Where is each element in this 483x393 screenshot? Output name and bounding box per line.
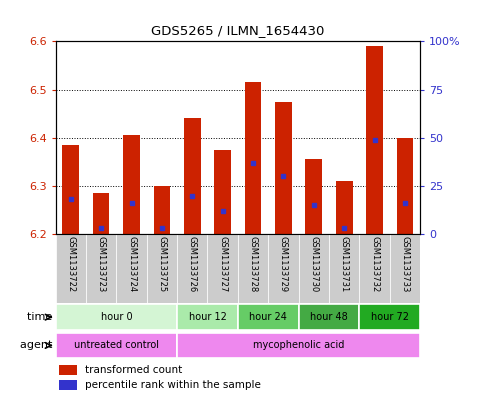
Text: hour 0: hour 0: [100, 312, 132, 322]
Bar: [93, 193, 110, 234]
Text: percentile rank within the sample: percentile rank within the sample: [85, 380, 261, 389]
Text: untreated control: untreated control: [74, 340, 159, 351]
Bar: [329, 234, 359, 303]
Bar: [214, 150, 231, 234]
Text: hour 24: hour 24: [249, 312, 287, 322]
Text: time: time: [27, 312, 56, 322]
Bar: [390, 234, 420, 303]
Bar: [177, 333, 420, 358]
Text: GSM1133727: GSM1133727: [218, 236, 227, 292]
Bar: [56, 333, 177, 358]
Bar: [177, 234, 208, 303]
Bar: [147, 234, 177, 303]
Text: GSM1133730: GSM1133730: [309, 236, 318, 292]
Bar: [154, 186, 170, 234]
Text: hour 72: hour 72: [371, 312, 409, 322]
Text: GSM1133724: GSM1133724: [127, 236, 136, 292]
Bar: [366, 46, 383, 234]
Bar: [123, 135, 140, 234]
Text: agent: agent: [20, 340, 56, 351]
Bar: [59, 365, 77, 375]
Text: GSM1133731: GSM1133731: [340, 236, 349, 292]
Text: GSM1133732: GSM1133732: [370, 236, 379, 292]
Text: GSM1133726: GSM1133726: [188, 236, 197, 292]
Text: mycophenolic acid: mycophenolic acid: [253, 340, 344, 351]
Bar: [56, 234, 86, 303]
Bar: [275, 101, 292, 234]
Text: GSM1133729: GSM1133729: [279, 236, 288, 292]
Bar: [86, 234, 116, 303]
Bar: [359, 305, 420, 330]
Bar: [268, 234, 298, 303]
Text: transformed count: transformed count: [85, 365, 182, 375]
Bar: [184, 118, 200, 234]
Text: GSM1133723: GSM1133723: [97, 236, 106, 292]
Bar: [245, 82, 261, 234]
Bar: [305, 160, 322, 234]
Bar: [116, 234, 147, 303]
Bar: [359, 234, 390, 303]
Bar: [336, 181, 353, 234]
Text: GSM1133733: GSM1133733: [400, 236, 410, 293]
Bar: [177, 305, 238, 330]
Bar: [56, 305, 177, 330]
Bar: [238, 305, 298, 330]
Text: GDS5265 / ILMN_1654430: GDS5265 / ILMN_1654430: [151, 24, 325, 37]
Text: GSM1133728: GSM1133728: [249, 236, 257, 292]
Text: GSM1133722: GSM1133722: [66, 236, 75, 292]
Bar: [397, 138, 413, 234]
Bar: [298, 305, 359, 330]
Text: hour 48: hour 48: [310, 312, 348, 322]
Bar: [59, 380, 77, 390]
Bar: [208, 234, 238, 303]
Text: hour 12: hour 12: [188, 312, 227, 322]
Text: GSM1133725: GSM1133725: [157, 236, 167, 292]
Bar: [238, 234, 268, 303]
Bar: [62, 145, 79, 234]
Bar: [298, 234, 329, 303]
